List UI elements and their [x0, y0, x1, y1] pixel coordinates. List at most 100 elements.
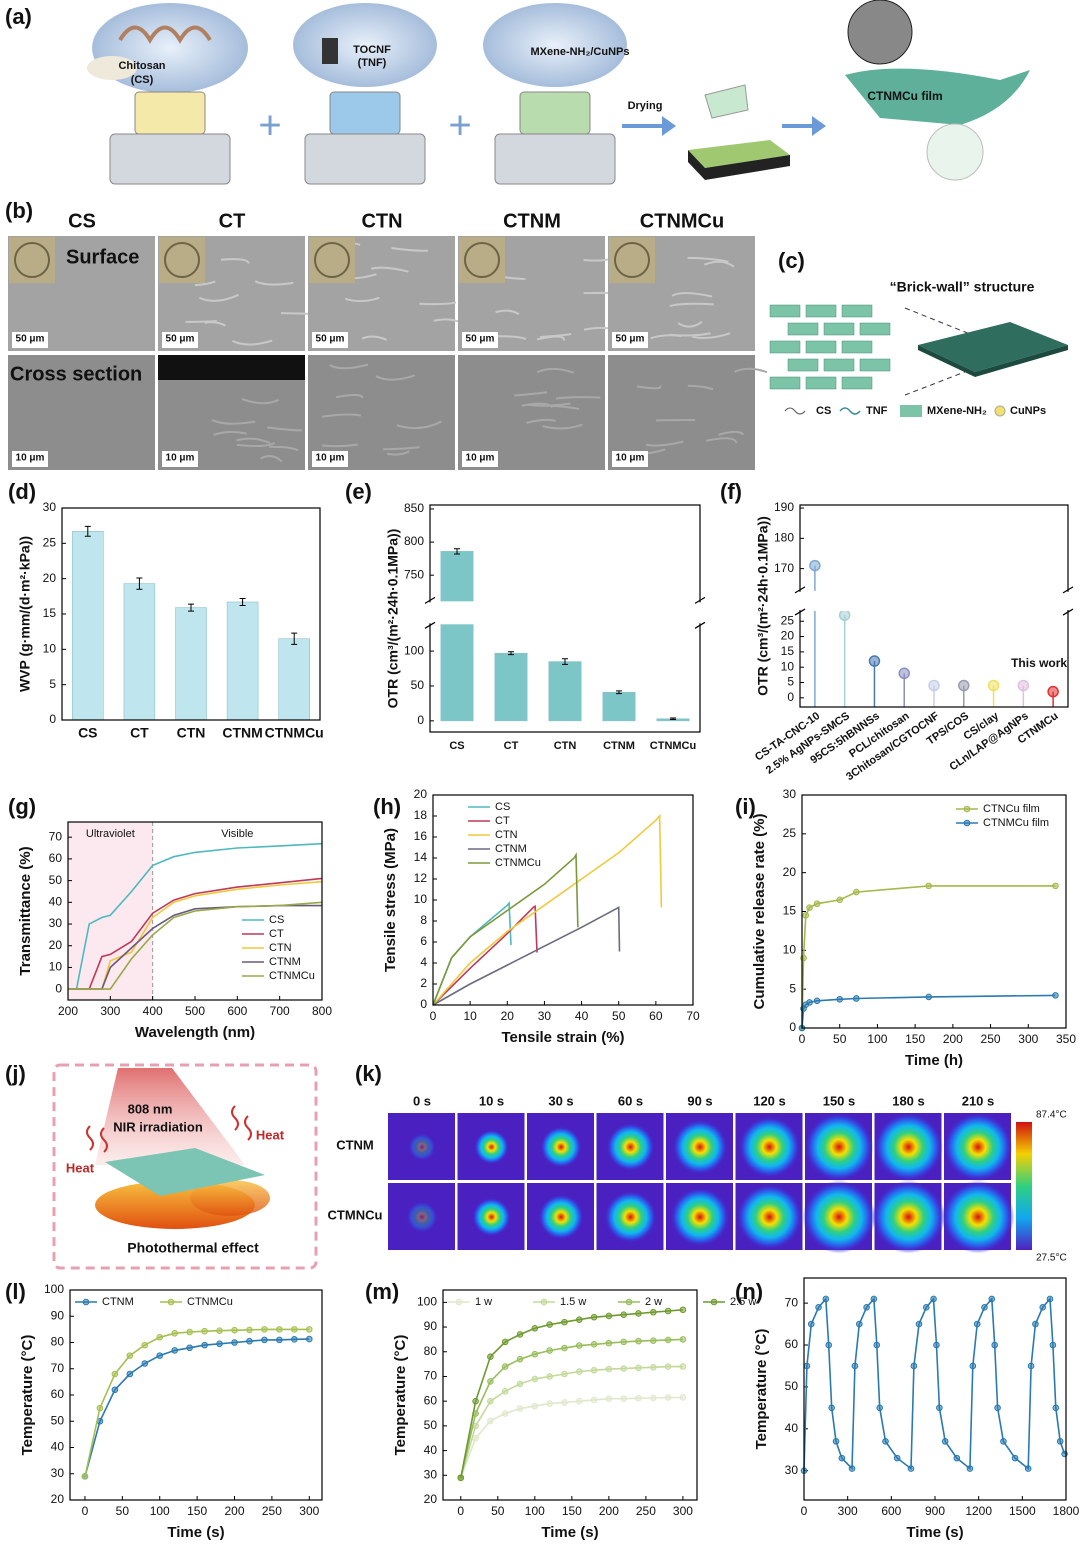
row-label: Surface: [66, 246, 139, 268]
marker: [186, 1328, 193, 1336]
film-plate: [918, 322, 1068, 372]
marker: [620, 1395, 627, 1403]
x-tick-label: 40: [575, 1009, 589, 1023]
y-tick-label: 50: [49, 873, 63, 887]
marker: [575, 1368, 583, 1375]
legend-marker: [963, 819, 971, 827]
legend-label: CTNM: [102, 1296, 134, 1308]
y-tick-label: 100: [44, 1282, 64, 1296]
x-tick-label: 250: [981, 1032, 1001, 1046]
sem-image: [8, 355, 155, 470]
marker: [836, 995, 844, 1003]
x-tick-label: 60: [649, 1009, 663, 1023]
x-tick-label: 600: [227, 1004, 247, 1018]
y-tick-label: 5: [789, 981, 796, 995]
x-tick-label: 1200: [965, 1504, 992, 1518]
plot-frame: [69, 1289, 323, 1501]
panel-label: (k): [355, 1061, 382, 1086]
marker: [472, 1434, 479, 1442]
time-label: 180 s: [892, 1093, 925, 1108]
x-axis-label: Time (s): [541, 1524, 598, 1541]
marker: [575, 1316, 583, 1323]
y-axis-label: Cumulative release rate (%): [751, 814, 768, 1010]
marker: [457, 1474, 465, 1482]
marker: [870, 1295, 878, 1303]
marker: [531, 1324, 539, 1332]
texture: [232, 339, 273, 346]
texture: [194, 280, 216, 287]
y-tick-label: 0: [787, 690, 794, 704]
texture: [514, 391, 548, 397]
marker: [546, 1321, 553, 1328]
series-line: [432, 813, 663, 1006]
marker: [806, 904, 813, 911]
marker: [216, 1340, 223, 1348]
marker: [546, 1347, 553, 1354]
marker: [126, 1370, 134, 1378]
marker: [650, 1364, 657, 1371]
texture: [220, 258, 250, 264]
y-tick-label: 25: [781, 613, 795, 627]
marker: [171, 1330, 178, 1337]
y-tick-label: 20: [781, 629, 795, 643]
marker: [893, 1454, 901, 1462]
hot-spot: [804, 1112, 874, 1182]
plot-frame: [67, 821, 323, 1001]
sem-image: [308, 355, 455, 470]
axis-break: [694, 596, 706, 604]
arrow: [622, 116, 676, 136]
marker: [261, 1336, 268, 1344]
error-bar: [188, 603, 194, 612]
scale-bar-box: [462, 451, 498, 467]
marker: [487, 1397, 494, 1405]
texture: [204, 321, 226, 327]
time-label: 150 s: [823, 1093, 856, 1108]
inset-emblem: [464, 242, 500, 278]
axis-break: [1062, 586, 1074, 594]
marker: [882, 1438, 889, 1445]
scale-bar-box: [162, 332, 198, 348]
component-label: Chitosan: [118, 60, 165, 72]
marker: [561, 1344, 568, 1352]
marker: [141, 1341, 149, 1349]
marker: [930, 1295, 937, 1303]
legend-icon: [994, 405, 1006, 417]
legend-marker: [625, 1298, 633, 1306]
y-tick-label: 60: [785, 1337, 799, 1351]
x-tick-label: 1500: [1009, 1504, 1036, 1518]
y-tick-label: 14: [414, 850, 428, 864]
row-label: CTMNCu: [328, 1207, 383, 1222]
marker: [516, 1331, 524, 1338]
marker: [679, 1394, 687, 1401]
y-tick-label: 20: [783, 865, 797, 879]
texture: [254, 280, 294, 286]
marker: [815, 1304, 822, 1311]
marker: [305, 1335, 313, 1343]
inset-emblem: [164, 242, 200, 278]
marker: [501, 1387, 509, 1395]
sem-image: [458, 355, 605, 470]
x-tick-label: 300: [1018, 1032, 1038, 1046]
y-tick-label: 10: [43, 642, 57, 656]
y-tick-label: 750: [404, 567, 424, 581]
y-tick-label: 15: [783, 904, 797, 918]
series-line: [460, 1365, 683, 1479]
y-tick-label: 18: [414, 808, 428, 822]
region-label: Ultraviolet: [86, 828, 135, 840]
beam-label: NIR irradiation: [113, 1119, 203, 1134]
point: [838, 609, 851, 621]
y-tick-label: 70: [51, 1361, 65, 1375]
time-label: 0 s: [413, 1093, 431, 1108]
y-tick-label: 8: [420, 913, 427, 927]
texture: [671, 292, 713, 298]
time-label: 90 s: [687, 1093, 712, 1108]
marker: [96, 1404, 104, 1412]
marker: [590, 1366, 598, 1374]
texture: [547, 404, 580, 410]
y-axis-label: WVP (g·mm/(d·m²·kPa)): [17, 536, 33, 692]
y-tick-label: 15: [43, 606, 57, 620]
y-tick-label: 70: [49, 829, 63, 843]
legend-marker: [963, 805, 971, 813]
legend-marker: [540, 1298, 548, 1306]
hot-spot: [408, 1133, 436, 1161]
